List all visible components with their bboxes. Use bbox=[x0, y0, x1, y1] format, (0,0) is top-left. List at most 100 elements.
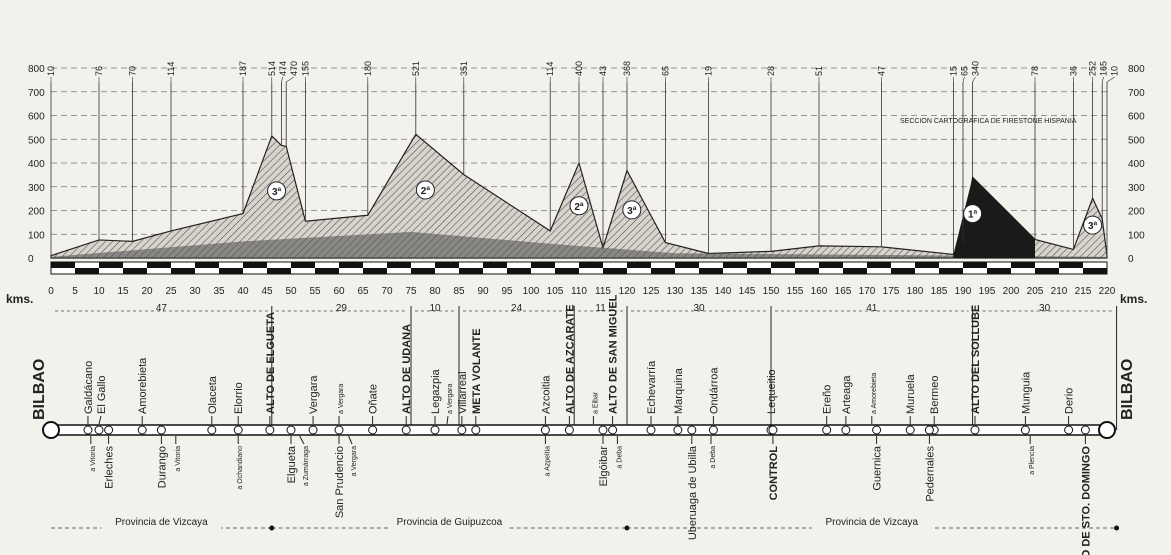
climb-category-badge bbox=[415, 180, 435, 200]
province-label-bg bbox=[101, 514, 222, 530]
altitude-label: 187 bbox=[238, 61, 248, 76]
climb-category-label: 1ª bbox=[968, 210, 978, 221]
town-label-top: Derio bbox=[1064, 388, 1076, 414]
altitude-label: 43 bbox=[598, 66, 608, 76]
km-scale-segment bbox=[915, 262, 939, 268]
town-marker bbox=[1020, 425, 1030, 435]
town-label-top: ALTO DE ELGUETA bbox=[265, 312, 277, 414]
km-scale-segment bbox=[195, 262, 219, 268]
town-label-top: META VOLANTE bbox=[471, 328, 483, 414]
province-label: Provincia de Guipuzcoa bbox=[397, 517, 503, 528]
km-tick-label: 125 bbox=[643, 286, 660, 297]
town-marker bbox=[207, 425, 217, 435]
km-scale-segment bbox=[51, 262, 75, 268]
km-tick-label: 200 bbox=[1003, 286, 1020, 297]
km-scale-segment bbox=[651, 268, 675, 274]
km-scale-segment bbox=[1035, 268, 1059, 274]
segment-distance: 47 bbox=[156, 303, 168, 314]
town-marker bbox=[905, 425, 915, 435]
town-label-bottom: a Ochandiano bbox=[237, 446, 244, 490]
province-label-bg bbox=[389, 514, 510, 530]
town-label-top: Olaceta bbox=[207, 375, 219, 414]
km-tick-label: 175 bbox=[883, 286, 900, 297]
km-scale-segment bbox=[579, 262, 603, 268]
km-scale-segment bbox=[459, 268, 483, 274]
altitude-label: 10 bbox=[46, 66, 56, 76]
km-tick-label: 10 bbox=[93, 286, 105, 297]
climb-category-label: 2ª bbox=[421, 186, 431, 197]
segment-distance: 41 bbox=[866, 303, 878, 314]
town-marker bbox=[646, 425, 656, 435]
credit-text: SECCION CARTOGRAFICA DE FIRESTONE HISPAN… bbox=[900, 118, 1077, 125]
km-tick-label: 120 bbox=[619, 286, 636, 297]
peak-leader-line bbox=[1101, 76, 1104, 83]
town-label-top: Munguia bbox=[1020, 371, 1032, 414]
town-label-top: Oñate bbox=[368, 384, 380, 414]
km-scale-segment bbox=[243, 262, 267, 268]
town-marker bbox=[598, 425, 608, 435]
province-boundary-dot bbox=[1114, 525, 1120, 531]
town-marker bbox=[1064, 425, 1074, 435]
altitude-tick-left: 100 bbox=[28, 230, 45, 241]
km-scale-segment bbox=[123, 268, 147, 274]
km-tick-label: 40 bbox=[237, 286, 249, 297]
km-scale-segment bbox=[939, 268, 963, 274]
town-marker bbox=[822, 425, 832, 435]
altitude-label: 65 bbox=[959, 66, 969, 76]
town-marker bbox=[401, 425, 411, 435]
km-tick-label: 70 bbox=[381, 286, 393, 297]
km-tick-label: 100 bbox=[523, 286, 540, 297]
town-marker bbox=[970, 425, 980, 435]
km-tick-label: 155 bbox=[787, 286, 804, 297]
altitude-label: 400 bbox=[574, 61, 584, 76]
km-scale-segment bbox=[99, 262, 123, 268]
town-label-bottom: a Azpeitia bbox=[544, 446, 551, 476]
climb-category-label: 3ª bbox=[1088, 221, 1098, 232]
peak-leader-line bbox=[972, 76, 976, 83]
town-label-top: Marquina bbox=[673, 367, 685, 414]
altitude-label: 470 bbox=[289, 61, 299, 76]
province-label-bg bbox=[811, 514, 932, 530]
altitude-tick-right: 500 bbox=[1128, 135, 1145, 146]
town-label-top: ALTO DEL SOLLUBE bbox=[970, 305, 982, 414]
km-scale-segment bbox=[603, 268, 627, 274]
town-label-bottom: San Prudencio bbox=[334, 446, 346, 518]
town-label-top: Galdácano bbox=[83, 361, 95, 414]
town-label-top: a Amorebieta bbox=[871, 373, 878, 414]
climb-category-label: 3ª bbox=[272, 187, 282, 198]
km-tick-label: 130 bbox=[667, 286, 684, 297]
km-scale-segment bbox=[267, 268, 291, 274]
town-label-top: Vergara bbox=[308, 375, 320, 414]
climb-category-badge bbox=[267, 181, 287, 201]
altitude-label: 351 bbox=[459, 61, 469, 76]
peak-leader-line bbox=[286, 76, 294, 83]
km-scale-segment bbox=[843, 268, 867, 274]
km-tick-label: 5 bbox=[72, 286, 78, 297]
town-label-bottom: a Vitoria bbox=[175, 446, 182, 472]
km-tick-label: 80 bbox=[429, 286, 441, 297]
km-scale-segment bbox=[363, 268, 387, 274]
finish-circle bbox=[1098, 421, 1116, 439]
town-marker bbox=[471, 425, 481, 435]
km-tick-label: 110 bbox=[571, 286, 587, 297]
altitude-tick-left: 400 bbox=[28, 159, 45, 170]
town-marker bbox=[708, 425, 718, 435]
km-scale-segment bbox=[771, 262, 795, 268]
town-tick bbox=[98, 415, 102, 425]
km-scale-segment bbox=[555, 268, 579, 274]
km-scale-segment bbox=[675, 262, 699, 268]
altitude-tick-left: 700 bbox=[28, 88, 45, 99]
town-label-bottom: Durango bbox=[156, 446, 168, 488]
town-label-top: Arteaga bbox=[841, 375, 853, 414]
km-scale-segment bbox=[75, 268, 99, 274]
town-marker bbox=[768, 425, 778, 435]
segment-distance: 29 bbox=[336, 303, 348, 314]
km-tick-label: 180 bbox=[907, 286, 924, 297]
km-tick-label: 115 bbox=[595, 286, 611, 297]
town-marker bbox=[137, 425, 147, 435]
km-tick-label: 195 bbox=[979, 286, 996, 297]
town-marker bbox=[104, 425, 114, 435]
town-marker bbox=[156, 425, 166, 435]
town-label-bottom: Uberuaga de Ubilla bbox=[687, 445, 699, 540]
km-tick-label: 65 bbox=[357, 286, 369, 297]
